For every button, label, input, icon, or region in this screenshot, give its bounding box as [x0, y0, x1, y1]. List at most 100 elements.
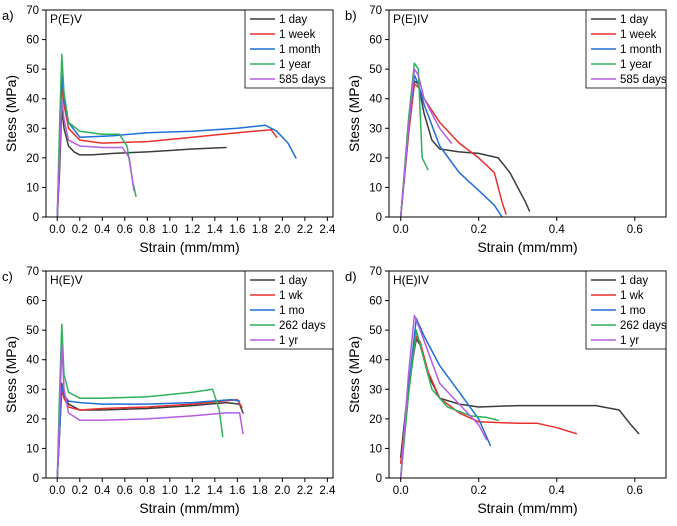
chart-1-x-tick-label: 1.4: [207, 224, 224, 236]
chart-3-x-tick-label: 0.0: [49, 485, 65, 497]
chart-1-axes-frame: [45, 9, 334, 218]
chart-1-y-tick-label: 70: [26, 5, 39, 17]
chart-2-series-4-line: [399, 62, 429, 217]
chart-2-y-tick-label: 20: [369, 153, 382, 165]
chart-2-x-tick-label: 0.0: [393, 224, 409, 236]
chart-4-legend-label-2: 1 wk: [620, 290, 644, 302]
chart-3-x-tick-label: 0.2: [72, 485, 88, 497]
chart-2-series-group: [399, 62, 531, 217]
chart-3-title: H(E)V: [50, 273, 83, 287]
chart-3-x-axis-label: Strain (mm/mm): [139, 500, 239, 516]
chart-1-legend: 1 day 1 week 1 month 1 year 585 days: [244, 9, 334, 89]
chart-1-legend-label-4: 1 year: [279, 59, 311, 71]
chart-3-legend: 1 day 1 wk 1 mo 262 days 1 yr: [244, 270, 334, 350]
chart-3-panel-label: c): [2, 269, 13, 284]
chart-2-y-tick-label: 60: [369, 35, 382, 47]
chart-4-series-1-line: [399, 338, 640, 459]
chart-3-x-tick-label: 1.4: [207, 485, 224, 497]
chart-3-y-tick-label: 50: [26, 325, 39, 337]
chart-1-y-tick-label: 10: [26, 182, 39, 194]
chart-4-legend-label-4: 262 days: [620, 320, 667, 332]
chart-3-series-group: [56, 323, 244, 478]
chart-2-series-2-line: [399, 83, 507, 217]
chart-2-legend-label-4: 1 year: [620, 59, 652, 71]
chart-3-x-tick-label: 1.8: [252, 485, 268, 497]
chart-3-series-5-line: [56, 344, 244, 478]
chart-1-x-tick-label: 0.0: [49, 224, 65, 236]
chart-1-x-tick-label: 0.2: [72, 224, 88, 236]
chart-2-y-tick-label: 70: [369, 5, 382, 17]
chart-3-x-tick-label: 2.4: [319, 485, 336, 497]
chart-4-legend-label-3: 1 mo: [620, 305, 646, 317]
chart-1-series-5-line: [56, 97, 135, 217]
chart-4-panel: d) 0.0 0.2 0.4 0.6 0 10 20 30 40 50 60 70 Strain (mm/…: [345, 266, 667, 516]
chart-4-series-group: [399, 314, 640, 478]
chart-4-y-tick-label: 40: [369, 355, 382, 367]
chart-3-y-tick-label: 70: [26, 266, 39, 278]
chart-1-x-tick-label: 0.4: [94, 224, 111, 236]
chart-4-title: H(E)IV: [393, 273, 429, 287]
chart-4-legend: 1 day 1 wk 1 mo 262 days 1 yr: [585, 270, 667, 350]
chart-4-y-tick-label: 10: [369, 443, 382, 455]
chart-1-legend-box: [244, 9, 334, 89]
chart-3-x-tick-label: 1.6: [229, 485, 245, 497]
chart-4-x-tick-label: 0.2: [471, 485, 487, 497]
chart-4-panel-label: d): [345, 269, 357, 284]
chart-2-y-axis-label: Stess (MPa): [346, 75, 362, 152]
chart-2-y-tick-label: 50: [369, 64, 382, 76]
chart-3-y-tick-label: 20: [26, 414, 39, 426]
chart-3-axes-frame: [45, 270, 334, 479]
chart-3-series-4-line: [56, 323, 224, 478]
chart-2-legend-label-3: 1 month: [620, 44, 662, 56]
chart-1-x-tick-label: 0.6: [117, 224, 133, 236]
chart-2-y-tick-label: 30: [369, 123, 382, 135]
chart-3-legend-label-3: 1 mo: [279, 305, 305, 317]
chart-4-x-tick-label: 0.6: [627, 485, 643, 497]
chart-4-axes-frame: [388, 270, 667, 479]
chart-3-y-tick-label: 0: [33, 473, 39, 485]
chart-1-y-tick-label: 0: [33, 212, 39, 224]
chart-2-y-tick-label: 10: [369, 182, 382, 194]
chart-2-x-tick-label: 0.4: [549, 224, 566, 236]
chart-4-x-axis-label: Strain (mm/mm): [477, 500, 577, 516]
chart-3-y-tick-label: 40: [26, 355, 39, 367]
chart-1-legend-label-1: 1 day: [279, 14, 307, 26]
chart-3-series-3-line: [56, 385, 241, 478]
chart-2-panel: b) 0.0 0.2 0.4 0.6 0 10 20 30 40 50 60 70 Strain (mm/…: [345, 5, 667, 255]
chart-3-x-tick-label: 0.8: [139, 485, 155, 497]
chart-1-x-tick-label: 1.6: [229, 224, 245, 236]
chart-3-y-tick-label: 30: [26, 384, 39, 396]
chart-4-series-3-line: [399, 317, 492, 478]
chart-1-x-tick-label: 2.4: [319, 224, 336, 236]
chart-1-legend-label-3: 1 month: [279, 44, 321, 56]
chart-1-y-tick-label: 20: [26, 153, 39, 165]
chart-1-x-tick-label: 2.2: [297, 224, 313, 236]
chart-3-x-tick-label: 2.2: [297, 485, 313, 497]
chart-1-y-tick-label: 60: [26, 35, 39, 47]
chart-2-x-axis-label: Strain (mm/mm): [477, 239, 577, 255]
chart-4-y-tick-label: 0: [376, 473, 382, 485]
chart-1-y-tick-label: 50: [26, 64, 39, 76]
chart-2-x-tick-label: 0.2: [471, 224, 487, 236]
chart-4-y-tick-label: 30: [369, 384, 382, 396]
chart-3-legend-label-4: 262 days: [279, 320, 326, 332]
chart-3-x-tick-label: 1.0: [162, 485, 178, 497]
chart-2-panel-label: b): [345, 8, 357, 23]
chart-4-series-4-line: [399, 329, 499, 478]
chart-1-y-axis-label: Stess (MPa): [3, 75, 19, 152]
chart-4-legend-label-5: 1 yr: [620, 335, 639, 347]
chart-2-legend-label-2: 1 week: [620, 29, 657, 41]
chart-2-axes-frame: [388, 9, 667, 218]
chart-4-series-2-line: [399, 335, 578, 464]
chart-1-series-1-line: [56, 106, 227, 217]
chart-4-series-5-line: [399, 314, 488, 478]
chart-1-x-axis-label: Strain (mm/mm): [139, 239, 239, 255]
chart-1-x-tick-label: 2.0: [274, 224, 290, 236]
chart-4-x-tick-label: 0.0: [393, 485, 409, 497]
chart-4-y-tick-label: 70: [369, 266, 382, 278]
chart-1-y-tick-label: 30: [26, 123, 39, 135]
chart-1-y-tick-label: 40: [26, 94, 39, 106]
chart-1-legend-label-5: 585 days: [279, 74, 326, 86]
